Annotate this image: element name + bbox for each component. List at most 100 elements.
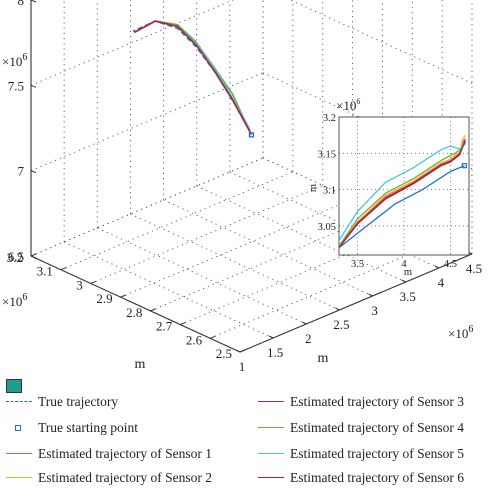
legend-label: Estimated trajectory of Sensor 4 — [290, 420, 464, 435]
grid-line — [30, 157, 264, 257]
legend-swatch — [6, 477, 32, 478]
x-tick-label: 2 — [305, 331, 312, 346]
inset-y-axis-label: m — [308, 184, 319, 192]
z-tick-label: 8 — [18, 0, 25, 8]
legend-label: Estimated trajectory of Sensor 1 — [38, 446, 212, 461]
x-axis-line — [239, 253, 473, 353]
x-tick-label: 1 — [239, 359, 246, 374]
inset-series-line — [338, 165, 465, 249]
series — [132, 20, 255, 138]
y-tick — [239, 349, 246, 353]
x-tick-label: 1.5 — [267, 345, 283, 360]
x-tick — [268, 335, 274, 339]
z-axis-exponent: ×106 — [2, 52, 27, 69]
grid-line — [229, 171, 440, 269]
legend-label: Estimated trajectory of Sensor 3 — [290, 394, 464, 409]
y-axis-line — [30, 255, 241, 353]
y-tick-label: 2.8 — [126, 305, 142, 320]
grid-line — [289, 0, 473, 84]
grid-line — [130, 213, 340, 311]
x-axis-label: m — [318, 351, 329, 366]
z-tick — [30, 0, 37, 3]
inset-x-tick-label: 3.5 — [351, 259, 364, 270]
z-tick-label: 7.5 — [8, 78, 24, 93]
z-tick-label: 7 — [18, 164, 25, 179]
inset-start-point-marker — [461, 163, 467, 169]
inset-y-exponent: ×106 — [336, 97, 360, 113]
grid-line — [120, 198, 353, 298]
x-tick-label: 2.5 — [333, 317, 349, 332]
y-tick — [209, 335, 216, 339]
inset-y-tick-label: 3.05 — [318, 222, 336, 233]
grid-line — [97, 227, 307, 325]
legend-swatch — [6, 453, 32, 454]
y-tick — [150, 308, 156, 312]
y-tick-label: 2.7 — [156, 319, 173, 334]
grid-line — [63, 241, 274, 339]
x-tick — [235, 349, 241, 353]
x-tick — [335, 307, 340, 311]
axes: 11.522.533.544.52.52.62.72.82.933.13.26.… — [2, 0, 482, 374]
grid-line — [30, 0, 235, 86]
inset-series-line — [338, 143, 466, 241]
y-tick — [90, 280, 96, 284]
x-tick — [368, 293, 373, 297]
legend-label: True trajectory — [38, 394, 119, 409]
x-tick-label: 4 — [438, 275, 445, 290]
legend-swatch — [15, 425, 21, 431]
series-line — [134, 20, 249, 129]
x-tick — [302, 321, 307, 325]
y-tick-label: 2.6 — [186, 332, 203, 347]
grid-line — [60, 171, 294, 271]
grid-line — [163, 199, 373, 297]
legend-label: Estimated trajectory of Sensor 2 — [38, 470, 212, 485]
legend-label: Estimated trajectory of Sensor 5 — [290, 446, 464, 461]
legend-swatch — [258, 453, 284, 454]
inset-plot: 3.5 4 4.5 3.05 3.1 3.15 3.2×106 m m — [308, 97, 470, 278]
legend-swatch — [258, 427, 284, 428]
z-tick — [30, 84, 37, 88]
x-tick-label: 4.5 — [466, 261, 482, 276]
x-axis-exponent: ×106 — [448, 324, 473, 341]
y-tick — [180, 322, 186, 326]
z-tick-label: 6.5 — [8, 249, 24, 264]
y-tick-label: 3.2 — [7, 250, 23, 265]
legend-swatch — [6, 401, 32, 402]
inset-series-line — [338, 141, 466, 249]
x-tick-label: 3 — [371, 303, 378, 318]
y-tick-label: 2.5 — [216, 346, 232, 361]
grid-line — [180, 226, 413, 325]
z-tick — [30, 170, 37, 174]
legend-label: Estimated trajectory of Sensor 6 — [290, 470, 464, 485]
y-tick — [30, 253, 37, 257]
inset-y-tick-label: 3.1 — [323, 186, 336, 197]
z-tick — [30, 255, 37, 259]
inset-x-axis-label: m — [404, 267, 412, 278]
inset-series-line — [338, 134, 466, 249]
y-axis-exponent: ×106 — [2, 292, 27, 309]
y-tick — [60, 267, 67, 271]
inset-frame — [338, 116, 470, 256]
y-tick-label: 3.1 — [37, 264, 53, 279]
x-tick-label: 3.5 — [400, 289, 416, 304]
y-axis-label: m — [135, 357, 146, 372]
x-tick — [401, 279, 406, 283]
grid-line — [196, 185, 406, 283]
grid-line — [90, 185, 323, 284]
trajectory-chart: 11.522.533.544.52.52.62.72.82.933.13.26.… — [2, 0, 482, 374]
y-tick — [120, 294, 126, 298]
x-tick — [434, 265, 440, 269]
inset-y-tick-label: 3.2 — [323, 113, 336, 124]
y-tick-label: 2.9 — [96, 291, 112, 306]
inset-x-tick-label: 4 — [401, 259, 407, 270]
grid-line — [150, 212, 383, 312]
legend-swatch — [258, 477, 284, 478]
series-line — [134, 20, 251, 133]
y-tick-label: 3 — [76, 277, 83, 292]
legend-swatch — [258, 401, 284, 402]
inset-y-tick-label: 3.15 — [318, 149, 336, 160]
legend-label: True starting point — [38, 420, 139, 435]
legend-swatch — [6, 379, 22, 393]
grid-line — [209, 239, 443, 339]
grid-line — [30, 72, 264, 172]
